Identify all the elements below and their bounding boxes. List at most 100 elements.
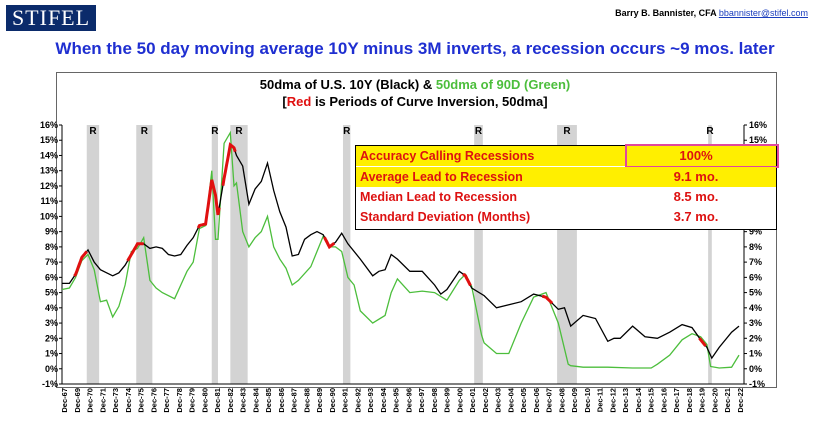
recession-label: R <box>211 126 219 137</box>
recession-label: R <box>235 126 243 137</box>
x-tick-label: Dec-87 <box>290 388 299 413</box>
x-tick-label: Dec-14 <box>634 387 643 412</box>
x-tick-label: Dec-01 <box>468 388 477 413</box>
y-tick-label-left: 7% <box>45 257 58 267</box>
recession-band <box>136 125 153 384</box>
x-tick-label: Dec-85 <box>264 388 273 413</box>
x-tick-label: Dec-05 <box>519 388 528 413</box>
x-tick-label: Dec-90 <box>328 388 337 413</box>
x-tick-label: Dec-78 <box>175 388 184 413</box>
highlight-box <box>625 144 779 168</box>
x-tick-label: Dec-92 <box>353 388 362 413</box>
y-tick-label-left: 4% <box>45 303 58 313</box>
x-tick-label: Dec-20 <box>710 388 719 413</box>
x-tick-label: Dec-02 <box>481 388 490 413</box>
ten-year-line <box>62 143 740 360</box>
inversion-segment <box>698 337 707 347</box>
author-email[interactable]: bbannister@stifel.com <box>718 8 808 18</box>
x-tick-label: Dec-07 <box>545 388 554 413</box>
y-tick-label-left: 12% <box>40 181 58 191</box>
recession-band <box>230 125 248 384</box>
recession-band <box>708 125 712 384</box>
x-tick-label: Dec-84 <box>251 387 260 412</box>
x-tick-label: Dec-96 <box>404 388 413 413</box>
y-tick-label-left: 9% <box>45 227 58 237</box>
x-tick-label: Dec-67 <box>60 388 69 413</box>
x-tick-label: Dec-70 <box>86 388 95 413</box>
author-line: Barry B. Bannister, CFA bbannister@stife… <box>615 8 808 18</box>
y-tick-label-left: 13% <box>40 166 58 176</box>
recession-label: R <box>706 126 714 137</box>
x-tick-label: Dec-71 <box>98 388 107 413</box>
x-tick-label: Dec-94 <box>379 387 388 412</box>
recession-label: R <box>343 126 351 137</box>
ninety-day-line <box>61 130 740 369</box>
y-tick-label-right: 7% <box>749 257 762 267</box>
x-tick-label: Dec-10 <box>583 388 592 413</box>
x-tick-label: Dec-73 <box>111 388 120 413</box>
x-tick-label: Dec-69 <box>73 388 82 413</box>
y-tick-label-left: 3% <box>45 318 58 328</box>
x-tick-label: Dec-04 <box>506 387 515 412</box>
x-tick-label: Dec-81 <box>213 388 222 413</box>
x-tick-label: Dec-09 <box>570 388 579 413</box>
x-tick-label: Dec-97 <box>417 388 426 413</box>
x-tick-label: Dec-15 <box>647 388 656 413</box>
y-tick-label-left: 10% <box>40 211 58 221</box>
stats-row-stddev: Standard Deviation (Months) 3.7 mo. <box>356 207 776 227</box>
stats-value: 8.5 mo. <box>673 189 719 204</box>
x-tick-label: Dec-77 <box>162 388 171 413</box>
stifel-logo: STIFEL <box>6 5 96 31</box>
x-tick-label: Dec-95 <box>392 388 401 413</box>
y-tick-label-right: 2% <box>749 333 762 343</box>
x-tick-label: Dec-22 <box>736 388 745 413</box>
stats-label: Median Lead to Recession <box>360 190 517 204</box>
stats-row-accuracy: Accuracy Calling Recessions 100% <box>356 144 779 168</box>
x-tick-label: Dec-80 <box>200 388 209 413</box>
x-tick-label: Dec-98 <box>430 388 439 413</box>
y-tick-label-right: 4% <box>749 303 762 313</box>
x-tick-label: Dec-82 <box>226 388 235 413</box>
headline: When the 50 day moving average 10Y minus… <box>55 39 775 58</box>
y-tick-label-right: -1% <box>749 379 765 389</box>
y-tick-label-right: 3% <box>749 318 762 328</box>
inversion-segment <box>221 142 237 186</box>
y-tick-label-left: -1% <box>42 379 58 389</box>
x-tick-label: Dec-75 <box>137 388 146 413</box>
y-tick-label-left: 8% <box>45 242 58 252</box>
x-tick-label: Dec-06 <box>532 388 541 413</box>
x-tick-label: Dec-11 <box>596 388 605 412</box>
x-tick-label: Dec-89 <box>315 388 324 413</box>
x-tick-label: Dec-86 <box>277 388 286 413</box>
x-tick-label: Dec-03 <box>494 388 503 413</box>
stats-row-median: Median Lead to Recession 8.5 mo. <box>356 187 776 207</box>
y-tick-label-right: 8% <box>749 242 762 252</box>
title-bracket: [ <box>282 94 287 109</box>
inversion-segment <box>73 250 88 277</box>
chart-title-line2: [Red is Periods of Curve Inversion, 50dm… <box>0 94 830 109</box>
stats-row-average: Average Lead to Recession 9.1 mo. <box>356 167 776 187</box>
stats-value: 100% <box>679 148 713 163</box>
stats-label: Average Lead to Recession <box>360 170 523 184</box>
inversion-segment <box>323 236 336 250</box>
y-tick-label-right: 6% <box>749 272 762 282</box>
x-tick-label: Dec-17 <box>672 388 681 413</box>
y-tick-label-left: 5% <box>45 288 58 298</box>
title-red-part: Red <box>286 94 312 109</box>
y-tick-label-left: 1% <box>45 349 58 359</box>
y-tick-label-left: 15% <box>40 135 58 145</box>
recession-label: R <box>563 126 571 137</box>
stats-value: 9.1 mo. <box>673 169 719 184</box>
y-tick-label-left: 14% <box>40 150 58 160</box>
x-tick-label: Dec-93 <box>366 388 375 413</box>
x-tick-label: Dec-12 <box>608 388 617 413</box>
stats-box: Accuracy Calling Recessions 100% Average… <box>355 144 779 230</box>
recession-band <box>474 125 483 384</box>
inversion-segment <box>462 272 472 287</box>
y-tick-label-right: 0% <box>749 364 762 374</box>
x-tick-label: Dec-79 <box>188 388 197 413</box>
recession-label: R <box>141 126 149 137</box>
x-tick-label: Dec-91 <box>341 388 350 413</box>
x-tick-label: Dec-83 <box>239 388 248 413</box>
